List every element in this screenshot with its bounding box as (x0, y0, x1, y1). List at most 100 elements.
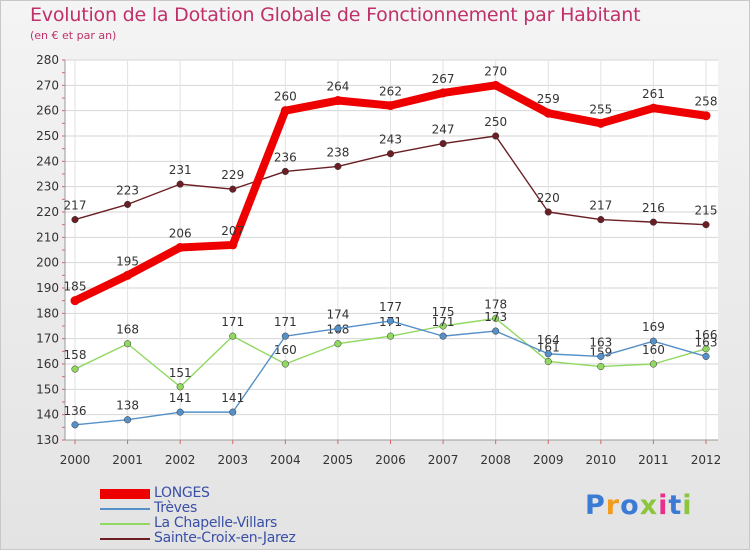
legend-label: Trèves (154, 500, 197, 516)
data-point (229, 332, 237, 340)
legend-label: Sainte-Croix-en-Jarez (154, 530, 296, 546)
data-point (439, 332, 447, 340)
legend: LONGES Trèves La Chapelle-Villars Sainte-Cr… (100, 486, 296, 546)
legend-item: LONGES (100, 486, 296, 501)
data-label: 173 (484, 310, 507, 324)
data-point (71, 365, 79, 373)
data-label: 206 (169, 226, 192, 240)
data-point (597, 216, 605, 224)
data-point (439, 140, 447, 148)
data-label: 270 (484, 64, 507, 78)
y-tick-label: 250 (36, 129, 59, 143)
data-point (438, 88, 448, 98)
y-tick-label: 270 (36, 78, 59, 92)
data-label: 171 (221, 315, 244, 329)
data-label: 236 (274, 150, 297, 164)
x-tick-label: 2003 (217, 453, 248, 467)
y-tick-label: 140 (36, 408, 59, 422)
y-tick-label: 200 (36, 256, 59, 270)
legend-item: La Chapelle-Villars (100, 516, 296, 531)
data-point (544, 350, 552, 358)
data-label: 171 (274, 315, 297, 329)
data-point (596, 118, 606, 128)
data-point (71, 216, 79, 224)
data-label: 171 (432, 315, 455, 329)
legend-label: LONGES (154, 485, 210, 501)
x-tick-label: 2004 (270, 453, 301, 467)
data-label: 158 (64, 348, 87, 362)
data-label: 163 (695, 335, 718, 349)
data-label: 136 (64, 404, 87, 418)
data-label: 169 (642, 320, 665, 334)
data-label: 220 (537, 191, 560, 205)
data-label: 185 (64, 280, 87, 294)
data-point (702, 345, 710, 353)
data-point (702, 352, 710, 360)
data-point (334, 324, 342, 333)
y-tick-label: 240 (36, 154, 59, 168)
data-point (386, 317, 395, 325)
logo-letter: i (658, 490, 669, 521)
data-point (229, 185, 237, 193)
y-tick-label: 150 (36, 382, 59, 396)
data-point (386, 332, 395, 340)
data-point (280, 106, 290, 116)
logo-letter: P (585, 490, 606, 521)
data-label: 177 (379, 300, 402, 314)
data-label: 229 (221, 168, 244, 182)
legend-swatch (100, 522, 150, 525)
x-tick-label: 2011 (638, 453, 669, 467)
data-label: 215 (695, 204, 718, 218)
logo-letter: t (668, 490, 683, 521)
data-label: 231 (169, 163, 192, 177)
data-label: 160 (642, 343, 665, 357)
data-point (281, 360, 289, 368)
data-point (124, 416, 132, 424)
y-tick-label: 180 (36, 306, 59, 320)
y-tick-label: 280 (36, 53, 59, 67)
data-label: 195 (116, 254, 139, 268)
data-label: 223 (116, 183, 139, 197)
line-chart: 130 140 150 160 170 180 190 200 210 220 230 240 250 2… (36, 53, 722, 467)
data-point (701, 111, 711, 121)
data-point (492, 314, 500, 322)
data-point (70, 296, 80, 306)
y-tick-label: 230 (36, 180, 59, 194)
data-point (229, 408, 237, 416)
data-point (71, 421, 79, 429)
x-tick-label: 2007 (428, 453, 459, 467)
data-point (491, 80, 501, 90)
data-point (124, 200, 132, 208)
logo-letter: r (605, 490, 621, 521)
data-label: 160 (274, 343, 297, 357)
data-label: 164 (537, 333, 560, 347)
x-tick-label: 2005 (323, 453, 354, 467)
data-label: 163 (589, 335, 612, 349)
chart-subtitle: (en € et par an) (30, 29, 117, 42)
data-label: 243 (379, 133, 402, 147)
data-point (544, 357, 552, 366)
data-point (492, 327, 500, 335)
data-label: 174 (326, 308, 349, 322)
data-label: 259 (537, 92, 560, 106)
data-point (649, 337, 657, 345)
data-label: 261 (642, 87, 665, 101)
x-tick-label: 2006 (375, 453, 406, 467)
logo-letter: i (682, 490, 693, 521)
data-label: 258 (695, 95, 718, 109)
proxiti-logo: Proxiti (585, 490, 693, 521)
y-tick-label: 210 (36, 230, 59, 244)
x-tick-label: 2001 (112, 453, 143, 467)
data-point (649, 218, 657, 226)
data-label: 247 (432, 123, 455, 137)
data-label: 250 (484, 115, 507, 129)
logo-letter: x (639, 490, 659, 521)
data-point (334, 162, 342, 170)
legend-item: Trèves (100, 501, 296, 516)
data-label: 141 (169, 391, 192, 405)
legend-label: La Chapelle-Villars (154, 515, 278, 531)
x-tick-label: 2012 (691, 453, 722, 467)
legend-item: Sainte-Croix-en-Jarez (100, 531, 296, 546)
x-tick-label: 2009 (533, 453, 564, 467)
data-point (386, 150, 395, 158)
